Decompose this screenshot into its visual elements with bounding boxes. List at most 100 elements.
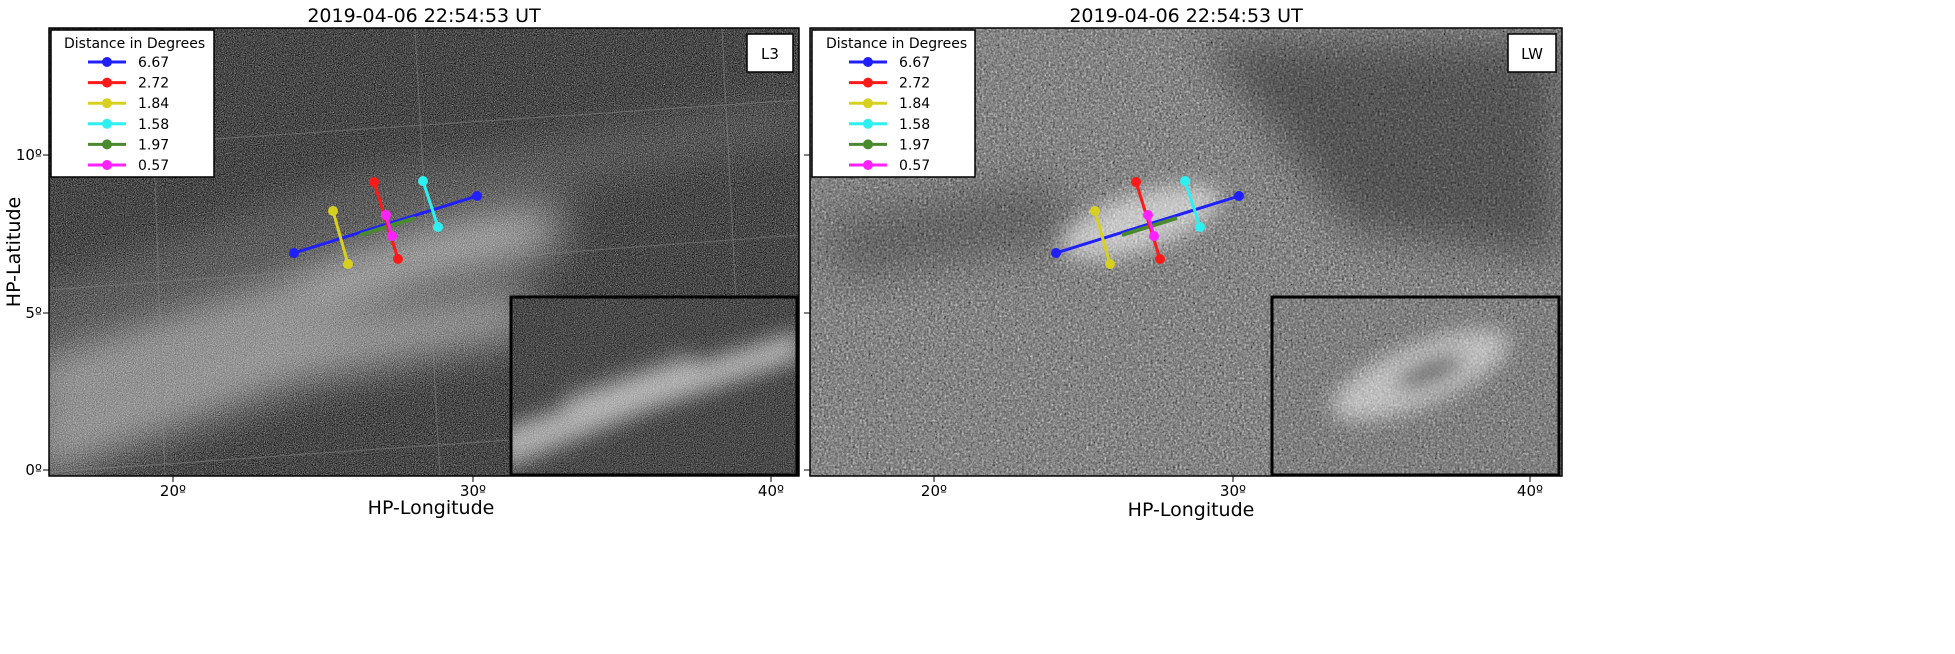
legend-entry: 6.67 xyxy=(88,55,169,71)
legend-entry-label: 1.58 xyxy=(899,117,930,133)
line-2-72 xyxy=(372,181,400,260)
line-1-84 xyxy=(1093,210,1112,265)
legend-swatch-marker xyxy=(863,118,873,129)
line-2-72-end xyxy=(393,254,403,264)
legend-entry-label: 2.72 xyxy=(899,76,930,92)
panel-label: L3 xyxy=(761,45,779,63)
legend-entry-label: 6.67 xyxy=(138,55,169,71)
line-1-84-end xyxy=(328,206,338,216)
panel-frame xyxy=(48,27,800,477)
legend-swatch-marker xyxy=(863,98,873,109)
line-6-67-end xyxy=(289,248,299,258)
legend-entry: 6.67 xyxy=(849,55,930,71)
x-tick-label: 40º xyxy=(758,482,784,500)
line-1-84-end xyxy=(343,259,353,269)
panel-l3: 2019-04-06 22:54:53 UT L3 Distance in De… xyxy=(3,5,800,519)
legend-entry-label: 1.97 xyxy=(899,137,930,153)
line-6-67 xyxy=(293,194,478,255)
legend-entry-label: 0.57 xyxy=(899,158,930,174)
x-axis-lw: 20º 30º 40º HP-Longitude xyxy=(921,476,1543,521)
line-1-84-end xyxy=(1105,259,1115,269)
line-1-58-end xyxy=(418,176,428,186)
legend-entry: 1.97 xyxy=(88,137,169,153)
legend-swatch-marker xyxy=(102,77,112,88)
legend-swatch-marker xyxy=(863,77,873,88)
line-2-72 xyxy=(1134,181,1162,260)
legend-entry: 1.84 xyxy=(88,96,169,112)
legend-l3: Distance in Degrees 6.67 2.72 1.84 1.58 1.97… xyxy=(50,29,215,178)
measure-lines-l3 xyxy=(289,176,482,269)
legend-swatch-marker xyxy=(102,160,112,170)
legend-swatch-marker xyxy=(102,98,112,109)
line-1-84-end xyxy=(1090,206,1100,216)
x-tick-label: 30º xyxy=(460,482,486,500)
legend-entry-label: 1.84 xyxy=(899,96,930,112)
inset-l3 xyxy=(511,297,797,475)
x-axis-label: HP-Longitude xyxy=(368,497,495,519)
line-1-84 xyxy=(331,210,350,265)
legend-entry: 1.58 xyxy=(849,117,930,133)
panel-label: LW xyxy=(1521,45,1543,63)
inset-frame xyxy=(509,295,799,476)
legend-entry: 1.58 xyxy=(88,117,169,133)
legend-title: Distance in Degrees xyxy=(64,36,205,52)
panel-frame xyxy=(809,27,1563,477)
line-6-67-end xyxy=(1051,248,1061,258)
y-axis-lw xyxy=(804,154,810,471)
legend-entry-label: 0.57 xyxy=(138,158,169,174)
inset-lw xyxy=(1272,297,1559,475)
legend-entry: 0.57 xyxy=(88,158,169,174)
panel-label-box: LW xyxy=(1507,33,1557,73)
legend-swatch-marker xyxy=(102,57,112,67)
panel-lw: 2019-04-06 22:54:53 UT LW Distance in De… xyxy=(804,5,1563,521)
legend-entry-label: 6.67 xyxy=(899,55,930,71)
line-1-58-end xyxy=(1195,222,1205,232)
legend-entry: 1.97 xyxy=(849,137,930,153)
legend-title: Distance in Degrees xyxy=(826,36,967,52)
legend-swatch-marker xyxy=(863,139,873,150)
measure-lines-lw xyxy=(1051,176,1244,269)
line-2-72-end xyxy=(1131,177,1141,187)
line-2-72-end xyxy=(369,177,379,187)
line-6-67 xyxy=(1055,194,1240,255)
legend-entry-label: 1.97 xyxy=(138,137,169,153)
line-0-57-end xyxy=(381,210,391,220)
line-6-67-end xyxy=(1234,191,1244,201)
legend-swatch-marker xyxy=(863,160,873,170)
line-0-57-end xyxy=(1143,210,1153,220)
line-1-58 xyxy=(421,180,440,228)
y-axis-l3: 10º 5º 0º HP-Latitude xyxy=(3,146,49,479)
x-tick-label: 30º xyxy=(1220,482,1246,500)
line-1-58 xyxy=(1183,180,1202,228)
line-0-57-end xyxy=(1149,231,1159,241)
y-axis-label: HP-Latitude xyxy=(3,197,25,307)
line-0-57-end xyxy=(387,231,397,241)
x-axis-l3: 20º 30º 40º HP-Longitude xyxy=(160,476,784,519)
y-tick-label: 5º xyxy=(25,304,42,322)
line-1-58-end xyxy=(433,222,443,232)
legend-entry-label: 2.72 xyxy=(138,76,169,92)
legend-entry-label: 1.58 xyxy=(138,117,169,133)
inset-frame xyxy=(1270,295,1561,476)
panel-title: 2019-04-06 22:54:53 UT xyxy=(1069,5,1303,27)
line-6-67-end xyxy=(472,191,482,201)
legend-swatch-marker xyxy=(102,139,112,150)
x-tick-label: 20º xyxy=(921,482,947,500)
y-tick-label: 10º xyxy=(16,146,42,164)
legend-lw: Distance in Degrees 6.67 2.72 1.84 1.58 1.97… xyxy=(811,29,976,178)
panel-label-box: L3 xyxy=(746,33,794,73)
legend-swatch-marker xyxy=(863,57,873,67)
legend-entry: 2.72 xyxy=(88,76,169,92)
legend-entry: 2.72 xyxy=(849,76,930,92)
x-tick-label: 20º xyxy=(160,482,186,500)
legend-entry: 1.84 xyxy=(849,96,930,112)
x-axis-label: HP-Longitude xyxy=(1128,499,1255,521)
line-1-58-end xyxy=(1180,176,1190,186)
legend-entry-label: 1.84 xyxy=(138,96,169,112)
x-tick-label: 40º xyxy=(1517,482,1543,500)
y-tick-label: 0º xyxy=(25,461,42,479)
legend-entry: 0.57 xyxy=(849,158,930,174)
panel-title: 2019-04-06 22:54:53 UT xyxy=(307,5,541,27)
line-2-72-end xyxy=(1155,254,1165,264)
